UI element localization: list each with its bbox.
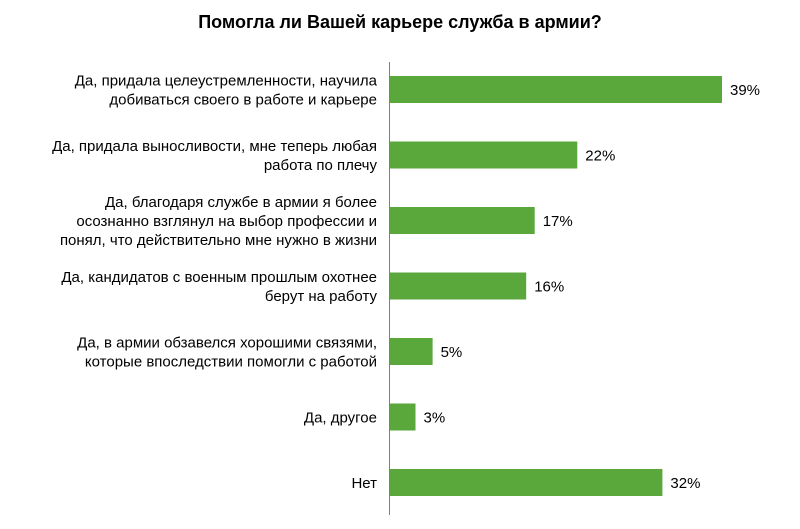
category-label-line: берут на работу <box>265 288 378 305</box>
category-label-line: работа по плечу <box>264 157 378 174</box>
category-label-line: Да, кандидатов с военным прошлым охотнее <box>61 269 377 286</box>
bars-layer: 39% Да, придала целеустремленности, научи… <box>52 73 760 496</box>
category-label-line: Да, придала выносливости, мне теперь люб… <box>52 138 377 155</box>
bar-2 <box>390 141 578 169</box>
category-label-line: Нет <box>351 475 377 492</box>
category-label-3: Да, благодаря службе в армии я более осоз… <box>60 194 377 249</box>
bar-1 <box>390 76 722 103</box>
category-label-line: Да, благодаря службе в армии я более <box>105 194 377 211</box>
category-label-line: осознанно взглянул на выбор профессии и <box>76 213 377 230</box>
value-label-3: 17% <box>543 213 573 230</box>
category-label-line: Да, придала целеустремленности, научила <box>75 73 378 90</box>
category-label-1: Да, придала целеустремленности, научила д… <box>75 73 378 109</box>
value-label-2: 22% <box>585 148 615 165</box>
value-label-4: 16% <box>534 279 564 296</box>
bar-3 <box>390 207 535 234</box>
category-label-line: добиваться своего в работе и карьере <box>109 92 377 109</box>
category-label-line: понял, что действительно мне нужно в жиз… <box>60 232 377 249</box>
category-label-line: Да, в армии обзавелся хорошими связями, <box>77 335 377 352</box>
value-label-6: 3% <box>424 410 446 427</box>
category-label-line: которые впоследствии помогли с работой <box>85 354 377 371</box>
bar-4 <box>390 272 527 300</box>
value-label-5: 5% <box>441 344 463 361</box>
bar-5 <box>390 338 433 365</box>
category-label-6: Да, другое <box>304 410 377 427</box>
category-label-2: Да, придала выносливости, мне теперь люб… <box>52 138 377 174</box>
category-label-5: Да, в армии обзавелся хорошими связями, к… <box>77 335 377 371</box>
bar-7 <box>390 469 663 496</box>
bar-6 <box>390 403 416 431</box>
category-label-7: Нет <box>351 475 377 492</box>
chart-title: Помогла ли Вашей карьере служба в армии? <box>198 12 602 32</box>
category-label-line: Да, другое <box>304 410 377 427</box>
value-label-1: 39% <box>730 82 760 99</box>
category-label-4: Да, кандидатов с военным прошлым охотнее… <box>61 269 377 305</box>
value-label-7: 32% <box>670 475 700 492</box>
